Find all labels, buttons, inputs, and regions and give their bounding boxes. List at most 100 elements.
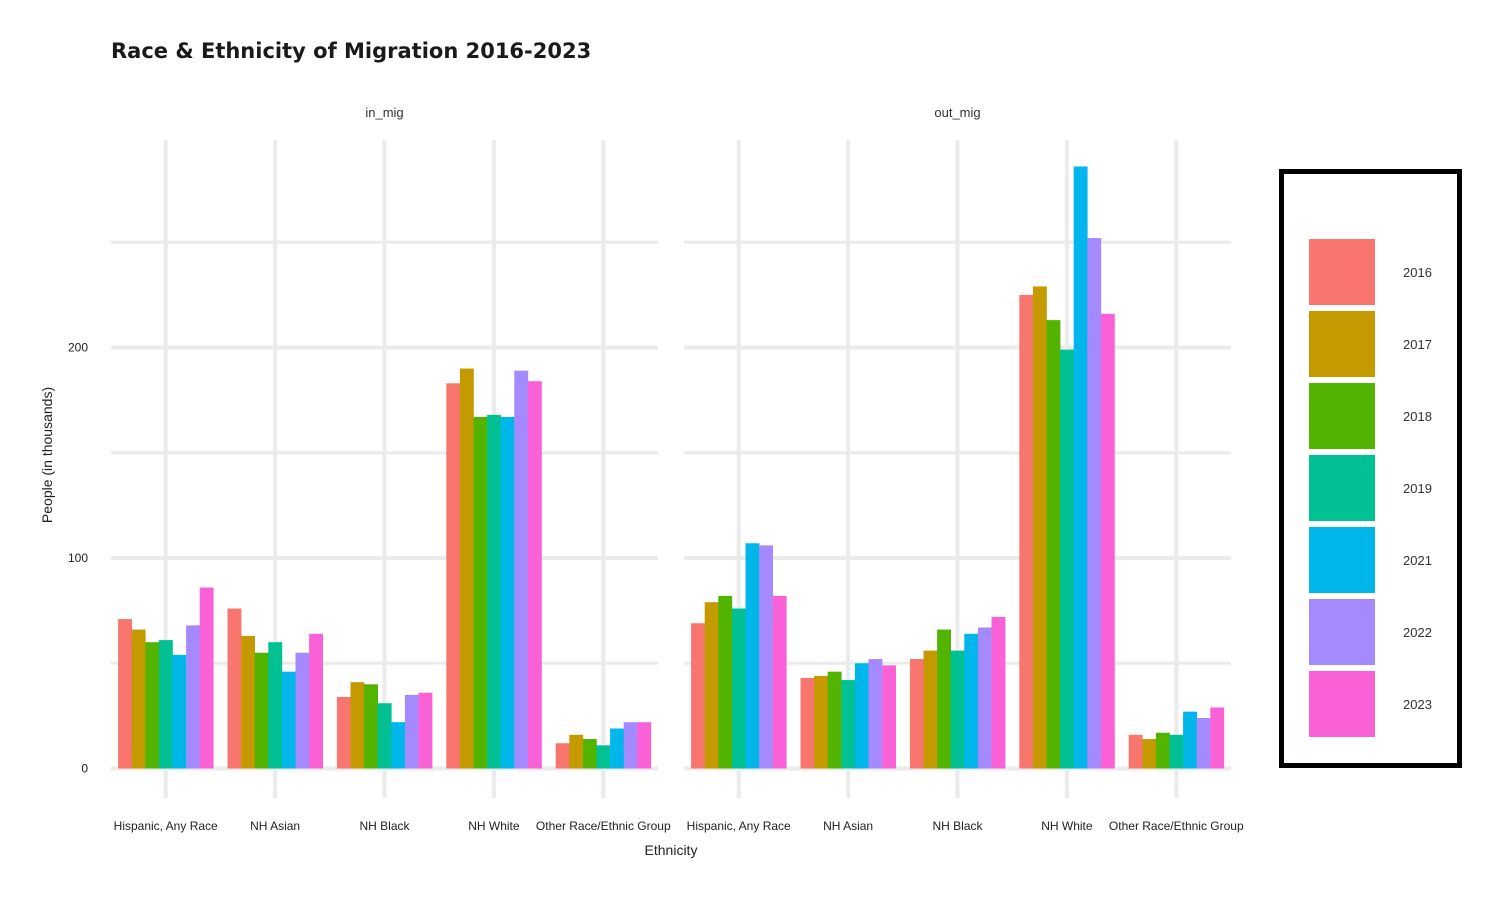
- bar: [295, 652, 310, 769]
- bar: [964, 633, 979, 769]
- legend-label: 2018: [1403, 409, 1432, 424]
- bar: [1155, 732, 1170, 769]
- legend-key: [1309, 671, 1375, 737]
- bar: [800, 677, 815, 769]
- bar: [841, 680, 856, 769]
- bar: [199, 587, 214, 769]
- legend-frame: [1279, 169, 1462, 768]
- x-tick-label: NH Black: [359, 819, 410, 833]
- bar: [1128, 734, 1143, 769]
- bar: [1183, 711, 1197, 769]
- bar: [596, 745, 611, 769]
- bar: [186, 625, 200, 769]
- bar: [555, 743, 570, 769]
- bar: [418, 692, 433, 769]
- legend-label: 2022: [1403, 625, 1432, 640]
- y-axis-title: People (in thousands): [39, 387, 55, 523]
- bar: [923, 650, 938, 769]
- x-tick-label: Other Race/Ethnic Group: [1109, 819, 1244, 833]
- facet-label: in_mig: [365, 105, 403, 120]
- bar: [514, 370, 529, 769]
- bar: [241, 635, 255, 769]
- legend: 2016 2017 2018 2019 2021 2022 2023: [1279, 169, 1462, 768]
- bar: [131, 629, 146, 769]
- bar: [623, 722, 638, 769]
- x-axis-title: Ethnicity: [645, 842, 698, 858]
- bar: [1060, 349, 1074, 769]
- bar: [391, 722, 406, 769]
- legend-label: 2021: [1403, 553, 1432, 568]
- bar: [446, 383, 461, 769]
- bar: [1046, 320, 1061, 769]
- x-tick-label: NH Black: [932, 819, 983, 833]
- bar: [336, 696, 351, 769]
- bar: [527, 381, 542, 769]
- legend-label: 2017: [1403, 337, 1432, 352]
- bar: [281, 671, 296, 769]
- bar: [227, 608, 242, 769]
- bar: [172, 654, 187, 769]
- bar: [158, 640, 173, 769]
- bar: [772, 595, 787, 769]
- x-tick-label: NH Asian: [250, 819, 300, 833]
- bar: [1032, 286, 1047, 769]
- bar: [309, 633, 323, 769]
- bar: [1019, 294, 1034, 769]
- bar: [637, 722, 652, 769]
- bar: [814, 675, 828, 769]
- y-tick-label: 200: [68, 341, 88, 355]
- legend-label: 2023: [1403, 697, 1432, 712]
- bar: [582, 739, 597, 769]
- bar: [1210, 707, 1225, 769]
- bar: [254, 652, 269, 769]
- legend-key: [1309, 383, 1375, 449]
- bar: [473, 416, 488, 769]
- bar: [118, 619, 132, 769]
- bar: [500, 416, 515, 769]
- bar: [909, 659, 924, 769]
- bar: [731, 608, 746, 769]
- legend-key: [1309, 239, 1375, 305]
- chart-title: Race & Ethnicity of Migration 2016-2023: [111, 39, 591, 63]
- legend-key: [1309, 527, 1375, 593]
- legend-key: [1309, 455, 1375, 521]
- legend-key: [1309, 599, 1375, 665]
- bar: [868, 659, 883, 769]
- bar: [404, 694, 419, 769]
- x-tick-label: Other Race/Ethnic Group: [536, 819, 671, 833]
- bar: [459, 368, 474, 769]
- panel-in_mig: in_mig Hispanic, Any Race NH Asian NH Black…: [111, 105, 671, 833]
- bar: [350, 682, 365, 769]
- bar: [759, 545, 773, 769]
- bar: [377, 703, 392, 769]
- bar: [364, 684, 378, 769]
- legend-key: [1309, 311, 1375, 377]
- bar: [268, 642, 283, 769]
- x-tick-label: Hispanic, Any Race: [687, 819, 791, 833]
- x-tick-label: Hispanic, Any Race: [114, 819, 218, 833]
- bar: [487, 414, 501, 769]
- bar: [569, 734, 584, 769]
- bar: [1073, 166, 1088, 769]
- facet-label: out_mig: [934, 105, 980, 120]
- bar: [704, 602, 719, 769]
- bar: [1169, 734, 1184, 769]
- bar: [977, 627, 992, 769]
- bar: [991, 616, 1006, 769]
- bar: [937, 629, 951, 769]
- x-tick-label: NH White: [468, 819, 520, 833]
- bar: [691, 623, 705, 769]
- bar: [610, 728, 624, 769]
- x-tick-label: NH Asian: [823, 819, 873, 833]
- panel-out_mig: out_mig Hispanic, Any Race NH Asian NH Blac…: [684, 105, 1244, 833]
- legend-label: 2019: [1403, 481, 1432, 496]
- legend-label: 2016: [1403, 265, 1432, 280]
- y-tick-label: 100: [68, 551, 88, 565]
- bar: [827, 671, 842, 769]
- bar: [882, 665, 896, 769]
- x-tick-label: NH White: [1041, 819, 1093, 833]
- y-tick-label: 0: [81, 762, 88, 776]
- bar: [854, 663, 869, 769]
- bar: [745, 543, 760, 769]
